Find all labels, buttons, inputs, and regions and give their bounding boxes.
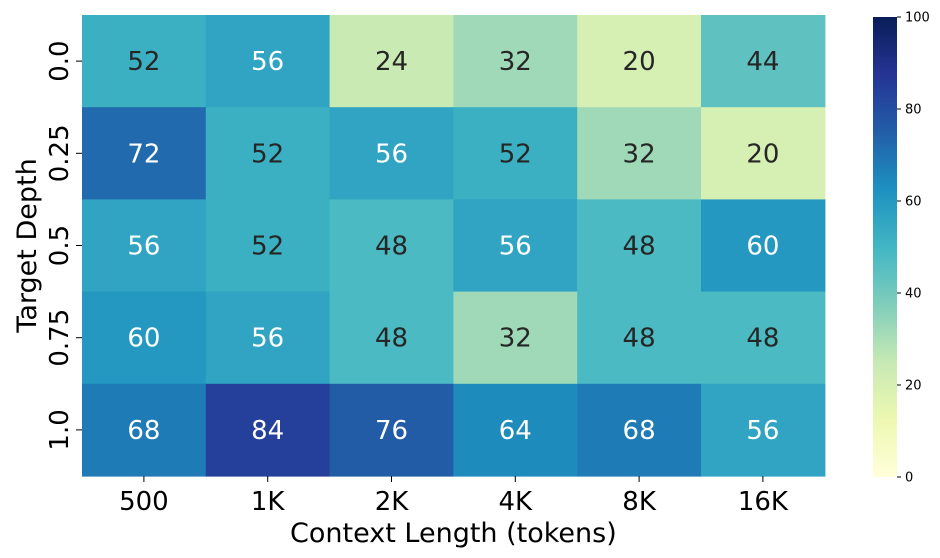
- heatmap-cell-value: 24: [375, 47, 408, 77]
- heatmap-cell: [329, 291, 454, 385]
- heatmap-cell: [577, 15, 702, 108]
- y-tick-label: 0.0: [45, 40, 75, 81]
- y-axis-ticks: 0.0 0.25 0.5 0.75 1.0: [45, 40, 82, 451]
- heatmap-cell-value: 48: [623, 232, 656, 262]
- heatmap-cell: [701, 15, 826, 108]
- heatmap-cell: [577, 291, 702, 385]
- x-tick-label: 4K: [499, 487, 534, 517]
- y-tick-label: 0.25: [45, 124, 75, 182]
- heatmap-cell-value: 48: [375, 232, 408, 262]
- heatmap-cell: [701, 383, 826, 477]
- heatmap-cell: [329, 383, 454, 477]
- heatmap-cell-value: 52: [127, 47, 160, 77]
- heatmap-cell-value: 84: [251, 416, 284, 446]
- heatmap-cell-value: 52: [251, 232, 284, 262]
- heatmap-cell: [577, 383, 702, 477]
- heatmap-cell: [453, 383, 578, 477]
- heatmap-cell: [205, 199, 331, 293]
- heatmap-cell-value: 32: [499, 324, 532, 354]
- heatmap-cell-value: 68: [623, 416, 656, 446]
- heatmap-cell-value: 64: [499, 416, 532, 446]
- x-tick-label: 1K: [251, 487, 286, 517]
- heatmap-cell: [453, 107, 578, 200]
- heatmap-cell-value: 56: [251, 47, 284, 77]
- heatmap-cell: [82, 199, 207, 293]
- heatmap-cell: [577, 199, 702, 293]
- heatmap-cell: [82, 383, 207, 477]
- heatmap-cell-value: 20: [623, 47, 656, 77]
- heatmap-cell-value: 68: [127, 416, 160, 446]
- heatmap-cell-value: 52: [499, 139, 532, 169]
- heatmap-cells: [82, 15, 826, 477]
- y-tick-label: 1.0: [45, 409, 75, 450]
- heatmap-cell-value: 76: [375, 416, 408, 446]
- heatmap-cell: [329, 107, 454, 200]
- heatmap-cell-value: 44: [746, 47, 779, 77]
- heatmap-cell: [82, 291, 207, 385]
- heatmap-cell-value: 72: [127, 139, 160, 169]
- colorbar-tick-label: 60: [905, 195, 922, 210]
- colorbar-tick-label: 0: [905, 471, 913, 486]
- colorbar-tick-label: 80: [905, 103, 922, 118]
- colorbar-tick-label: 20: [905, 379, 922, 394]
- heatmap-cell-value: 56: [375, 139, 408, 169]
- heatmap-cell-value: 60: [127, 324, 160, 354]
- heatmap-cell: [205, 15, 331, 108]
- y-axis-label: Target Depth: [12, 158, 43, 333]
- x-tick-label: 16K: [738, 487, 789, 517]
- heatmap-cell: [701, 107, 826, 200]
- colorbar-tick-label: 100: [905, 11, 930, 26]
- colorbar-tick-label: 40: [905, 287, 922, 302]
- heatmap-cell-value: 56: [127, 232, 160, 262]
- heatmap-cell-value: 20: [746, 139, 779, 169]
- heatmap-cell: [329, 199, 454, 293]
- colorbar-ticks: 0 20 40 60 80 100: [897, 11, 930, 486]
- heatmap-cell: [205, 107, 331, 200]
- y-tick-label: 0.75: [45, 309, 75, 367]
- heatmap-cell: [82, 107, 207, 200]
- colorbar: [873, 17, 897, 477]
- heatmap-cell: [205, 383, 331, 477]
- heatmap-cell-value: 52: [251, 139, 284, 169]
- heatmap-cell: [701, 291, 826, 385]
- heatmap-cell: [453, 15, 578, 108]
- x-tick-label: 500: [119, 487, 169, 517]
- heatmap-cell: [453, 199, 578, 293]
- heatmap-cell-value: 60: [746, 232, 779, 262]
- heatmap-cell: [329, 15, 454, 108]
- x-axis-ticks: 500 1K 2K 4K 8K 16K: [119, 476, 789, 517]
- heatmap-cell-value: 56: [251, 324, 284, 354]
- heatmap-cell-labels: 52 56 24 32 20 44 72 52 56 52 32 20 56 52 48 56 48 60 60 56…: [127, 47, 779, 446]
- heatmap-cell-value: 56: [746, 416, 779, 446]
- heatmap-cell-value: 48: [746, 324, 779, 354]
- heatmap-cell-value: 32: [623, 139, 656, 169]
- heatmap-cell-value: 48: [375, 324, 408, 354]
- y-tick-label: 0.5: [45, 225, 75, 266]
- heatmap-cell-value: 32: [499, 47, 532, 77]
- heatmap-cell-value: 48: [623, 324, 656, 354]
- colorbar-scale: [873, 17, 897, 477]
- heatmap-cell: [82, 15, 207, 108]
- x-axis-label: Context Length (tokens): [290, 518, 617, 549]
- x-tick-label: 2K: [375, 487, 410, 517]
- heatmap-cell: [205, 291, 331, 385]
- heatmap-cell: [577, 107, 702, 200]
- heatmap-cell: [701, 199, 826, 293]
- heatmap-cell-value: 56: [499, 232, 532, 262]
- heatmap-cell: [453, 291, 578, 385]
- x-tick-label: 8K: [622, 487, 657, 517]
